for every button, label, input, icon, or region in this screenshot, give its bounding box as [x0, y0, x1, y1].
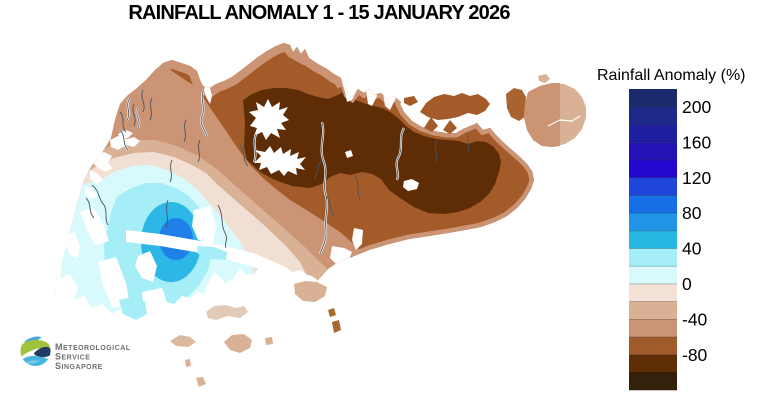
svg-text:SINGAPORE: SINGAPORE	[55, 361, 103, 371]
svg-text:-80: -80	[682, 345, 708, 365]
svg-text:120: 120	[682, 168, 711, 188]
svg-text:METEOROLOGICAL: METEOROLOGICAL	[55, 342, 131, 352]
svg-text:0: 0	[682, 274, 692, 294]
svg-text:Rainfall Anomaly (%): Rainfall Anomaly (%)	[597, 67, 746, 84]
svg-text:-40: -40	[682, 310, 708, 330]
svg-text:SERVICE: SERVICE	[55, 352, 90, 362]
svg-text:40: 40	[682, 239, 702, 259]
svg-text:200: 200	[682, 97, 711, 117]
svg-text:160: 160	[682, 132, 711, 152]
svg-text:RAINFALL ANOMALY 1 - 15 JANUAR: RAINFALL ANOMALY 1 - 15 JANUARY 2026	[128, 2, 510, 24]
svg-text:80: 80	[682, 203, 702, 223]
